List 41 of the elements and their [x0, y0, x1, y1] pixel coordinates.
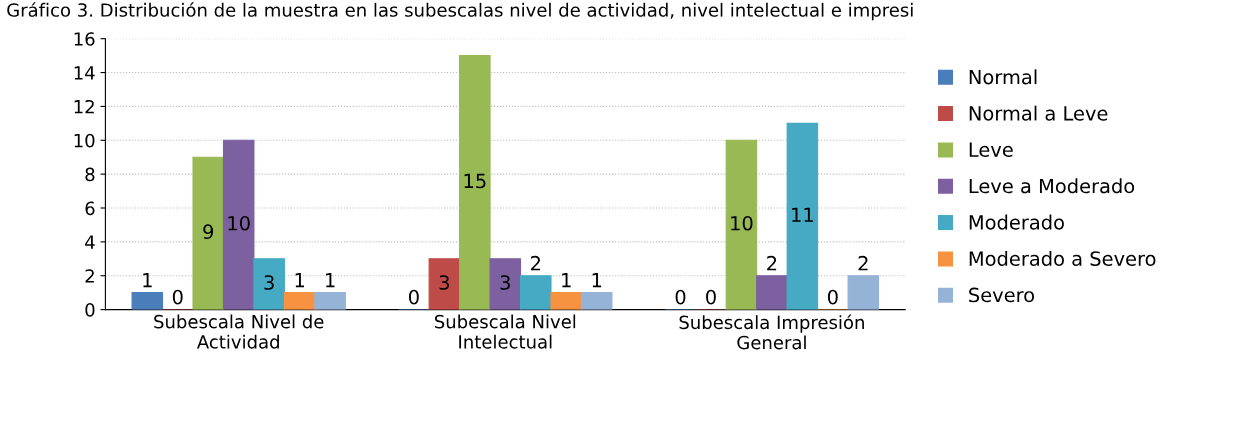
data-label: 9 [203, 224, 214, 240]
data-label: 2 [531, 255, 541, 271]
legend-label: Leve [969, 142, 1013, 158]
legend-label: Normal [969, 69, 1037, 85]
legend-label: Moderado [969, 214, 1064, 230]
data-label: 1 [143, 273, 152, 288]
legend-label: Leve a Moderado [969, 178, 1135, 194]
y-tick-label: 14 [74, 66, 95, 80]
y-tick-label: 12 [74, 99, 94, 114]
data-label: 2 [767, 255, 777, 271]
chart-title: Gráfico 3. Distribución de la muestra en las subescalas nivel de actividad, nivel intelectual e impresi [7, 2, 913, 21]
data-label: 3 [439, 275, 449, 290]
data-label: 10 [228, 215, 250, 231]
data-label: 3 [264, 275, 274, 290]
data-label: 0 [706, 289, 716, 305]
legend-label: Moderado a Severo [969, 250, 1156, 266]
data-label: 1 [326, 273, 335, 288]
data-label: 0 [827, 289, 838, 305]
legend-label: Severo [969, 287, 1035, 303]
legend-label: Normal a Leve [969, 105, 1108, 121]
y-tick-label: 4 [85, 235, 95, 249]
data-label: 0 [675, 289, 686, 305]
y-tick-label: 16 [74, 32, 95, 46]
data-label: 15 [464, 173, 486, 189]
x-tick-label: Subescala Nivel Intelectual [434, 314, 576, 349]
y-tick-label: 8 [85, 167, 95, 182]
data-label: 10 [731, 215, 753, 231]
data-label: 1 [592, 273, 602, 288]
data-label: 1 [295, 273, 305, 288]
data-label: 0 [408, 289, 419, 305]
y-tick-label: 10 [74, 133, 95, 148]
data-label: 2 [858, 255, 868, 271]
y-tick-label: 0 [85, 303, 95, 317]
data-label: 3 [500, 275, 510, 290]
y-tick-label: 6 [85, 201, 95, 216]
data-label: 0 [172, 289, 183, 305]
data-label: 1 [562, 273, 571, 288]
x-tick-label: Subescala Impresión General [679, 314, 864, 350]
data-label: 11 [792, 207, 813, 222]
y-tick-label: 2 [85, 269, 94, 283]
x-tick-label: Subescala Nivel de Actividad [154, 314, 324, 349]
